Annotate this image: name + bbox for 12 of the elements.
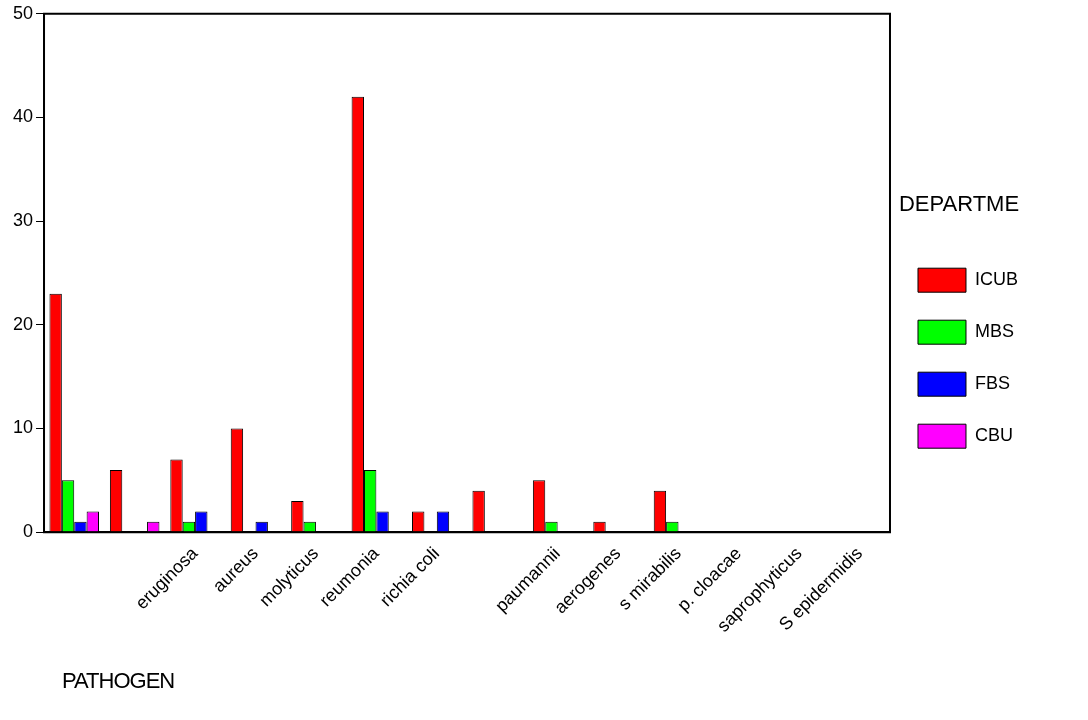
y-tick-label: 0 (23, 521, 34, 542)
legend-label: MBS (975, 321, 1015, 342)
y-tick-label: 20 (12, 313, 34, 334)
legend-title: DEPARTME (898, 190, 1020, 216)
y-tick-label: 40 (12, 106, 34, 127)
legend-label: ICUB (975, 269, 1019, 290)
x-axis-title: PATHOGEN (62, 668, 175, 694)
y-tick-label: 30 (12, 210, 34, 231)
legend-label: CBU (975, 425, 1014, 446)
y-tick-label: 50 (12, 2, 34, 23)
y-tick-label: 10 (12, 417, 34, 438)
legend-label: FBS (975, 373, 1011, 394)
